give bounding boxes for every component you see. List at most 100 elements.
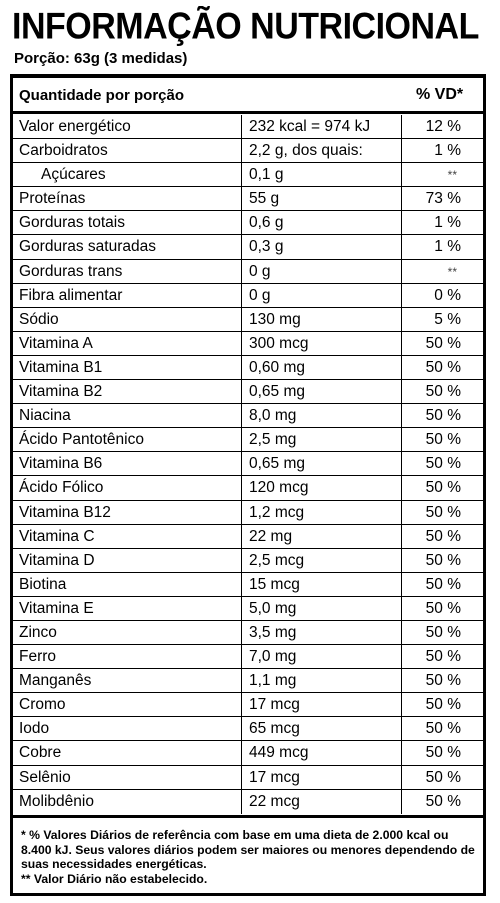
table-row: Manganês 1,1 mg 50 % xyxy=(13,669,483,694)
column-divider-amount xyxy=(401,115,402,814)
nutrient-vd: 50 % xyxy=(425,358,461,376)
table-row: Vitamina B1 0,60 mg 50 % xyxy=(13,356,483,381)
portion-size: Porção: 63g (3 medidas) xyxy=(14,50,188,67)
table-row: Zinco 3,5 mg 50 % xyxy=(13,621,483,646)
nutrient-vd: 73 % xyxy=(425,190,461,208)
nutrient-name: Molibdênio xyxy=(19,792,94,810)
nutrient-name: Carboidratos xyxy=(19,142,108,160)
table-row: Açúcares 0,1 g ** xyxy=(13,163,483,188)
table-row: Proteínas 55 g 73 % xyxy=(13,187,483,212)
nutrient-vd: 50 % xyxy=(425,672,461,690)
nutrient-name: Fibra alimentar xyxy=(19,286,123,304)
nutrient-amount: 3,5 mg xyxy=(249,623,297,641)
table-row: Selênio 17 mcg 50 % xyxy=(13,766,483,790)
table-row: Fibra alimentar 0 g 0 % xyxy=(13,284,483,308)
vd-header: % VD* xyxy=(416,86,464,103)
nutrient-vd: 50 % xyxy=(425,407,461,425)
nutrient-vd: 50 % xyxy=(425,768,461,786)
nutrient-amount: 449 mcg xyxy=(249,744,309,762)
nutrient-name: Vitamina E xyxy=(19,599,94,617)
nutrient-vd: 50 % xyxy=(425,479,461,497)
nutrient-vd: 50 % xyxy=(425,455,461,473)
nutrient-amount: 120 mcg xyxy=(249,479,309,497)
nutrient-amount: 0,1 g xyxy=(249,166,284,184)
nutrient-vd: 50 % xyxy=(425,551,461,569)
footnote-daily-values: * % Valores Diários de referência com ba… xyxy=(21,828,475,871)
nutrient-vd: ** xyxy=(447,168,457,183)
nutrient-name: Manganês xyxy=(19,672,92,690)
nutrient-vd: 50 % xyxy=(425,334,461,352)
nutrient-name: Niacina xyxy=(19,407,71,425)
nutrient-vd: 1 % xyxy=(434,214,461,232)
nutrient-name: Vitamina B12 xyxy=(19,503,111,521)
nutrient-amount: 300 mcg xyxy=(249,334,309,352)
table-row: Vitamina B2 0,65 mg 50 % xyxy=(13,380,483,405)
nutrient-vd: 50 % xyxy=(425,575,461,593)
nutrient-name: Gorduras saturadas xyxy=(19,238,156,256)
nutrient-amount: 7,0 mg xyxy=(249,648,297,666)
nutrient-name: Selênio xyxy=(19,768,71,786)
page-title: INFORMAÇÃO NUTRICIONAL xyxy=(12,6,479,48)
nutrient-amount: 17 mcg xyxy=(249,768,300,786)
nutrient-vd: ** xyxy=(447,264,457,279)
nutrient-amount: 130 mg xyxy=(249,310,301,328)
nutrient-name: Vitamina C xyxy=(19,527,95,545)
column-divider-name xyxy=(241,115,242,814)
table-row: Vitamina A 300 mcg 50 % xyxy=(13,332,483,356)
quantity-header: Quantidade por porção xyxy=(19,87,185,104)
table-row: Biotina 15 mcg 50 % xyxy=(13,573,483,597)
table-row: Vitamina D 2,5 mcg 50 % xyxy=(13,549,483,573)
nutrient-name: Vitamina D xyxy=(19,551,95,569)
footnote-not-established: ** Valor Diário não estabelecido. xyxy=(21,871,208,886)
nutrient-amount: 0 g xyxy=(249,262,271,280)
nutrient-vd: 12 % xyxy=(425,118,461,135)
table-row: Gorduras totais 0,6 g 1 % xyxy=(13,211,483,236)
nutrient-amount: 17 mcg xyxy=(249,696,300,714)
nutrient-name: Cromo xyxy=(19,696,66,714)
table-row: Cobre 449 mcg 50 % xyxy=(13,741,483,766)
footnotes: * % Valores Diários de referência com ba… xyxy=(13,815,483,886)
nutrient-vd: 50 % xyxy=(425,527,461,545)
table-row: Carboidratos 2,2 g, dos quais: 1 % xyxy=(13,139,483,164)
nutrient-vd: 50 % xyxy=(425,431,461,449)
nutrient-vd: 1 % xyxy=(434,142,461,160)
nutrient-amount: 22 mg xyxy=(249,527,293,545)
nutrient-vd: 50 % xyxy=(425,696,461,714)
table-row: Cromo 17 mcg 50 % xyxy=(13,693,483,718)
nutrient-amount: 0,6 g xyxy=(249,214,284,232)
nutrient-name: Sódio xyxy=(19,310,59,328)
table-header: Quantidade por porção % VD* xyxy=(13,78,483,114)
nutrient-vd: 50 % xyxy=(425,599,461,617)
nutrient-name: Vitamina B1 xyxy=(19,358,103,376)
nutrient-vd: 50 % xyxy=(425,720,461,738)
nutrient-vd: 50 % xyxy=(425,383,461,401)
nutrient-amount: 2,5 mcg xyxy=(249,551,305,569)
nutrient-amount: 5,0 mg xyxy=(249,599,297,617)
nutrient-amount: 0,65 mg xyxy=(249,455,306,473)
nutrient-amount: 1,1 mg xyxy=(249,672,297,690)
nutrient-name: Iodo xyxy=(19,720,50,738)
table-row: Ácido Pantotênico 2,5 mg 50 % xyxy=(13,428,483,453)
nutrient-amount: 2,2 g, dos quais: xyxy=(249,142,363,160)
nutrient-amount: 15 mcg xyxy=(249,575,300,593)
table-row: Ferro 7,0 mg 50 % xyxy=(13,645,483,670)
nutrient-name: Proteínas xyxy=(19,190,86,208)
nutrition-table: Quantidade por porção % VD* Valor energé… xyxy=(10,74,486,896)
nutrient-name: Cobre xyxy=(19,744,62,762)
nutrient-name: Ácido Pantotênico xyxy=(19,431,144,449)
nutrient-name: Vitamina A xyxy=(19,334,93,352)
nutrient-name: Açúcares xyxy=(41,166,106,184)
table-row: Gorduras saturadas 0,3 g 1 % xyxy=(13,235,483,260)
nutrient-amount: 0,60 mg xyxy=(249,358,306,376)
table-row: Vitamina C 22 mg 50 % xyxy=(13,525,483,549)
nutrient-amount: 65 mcg xyxy=(249,720,300,738)
nutrient-amount: 2,5 mg xyxy=(249,431,297,449)
nutrient-amount: 0 g xyxy=(249,286,271,304)
nutrient-name: Vitamina B2 xyxy=(19,383,103,401)
nutrient-name: Valor energético xyxy=(19,118,131,135)
table-row: Sódio 130 mg 5 % xyxy=(13,308,483,332)
nutrient-name: Zinco xyxy=(19,623,57,641)
table-row: Vitamina E 5,0 mg 50 % xyxy=(13,597,483,621)
nutrient-amount: 55 g xyxy=(249,190,280,208)
nutrient-name: Biotina xyxy=(19,575,67,593)
